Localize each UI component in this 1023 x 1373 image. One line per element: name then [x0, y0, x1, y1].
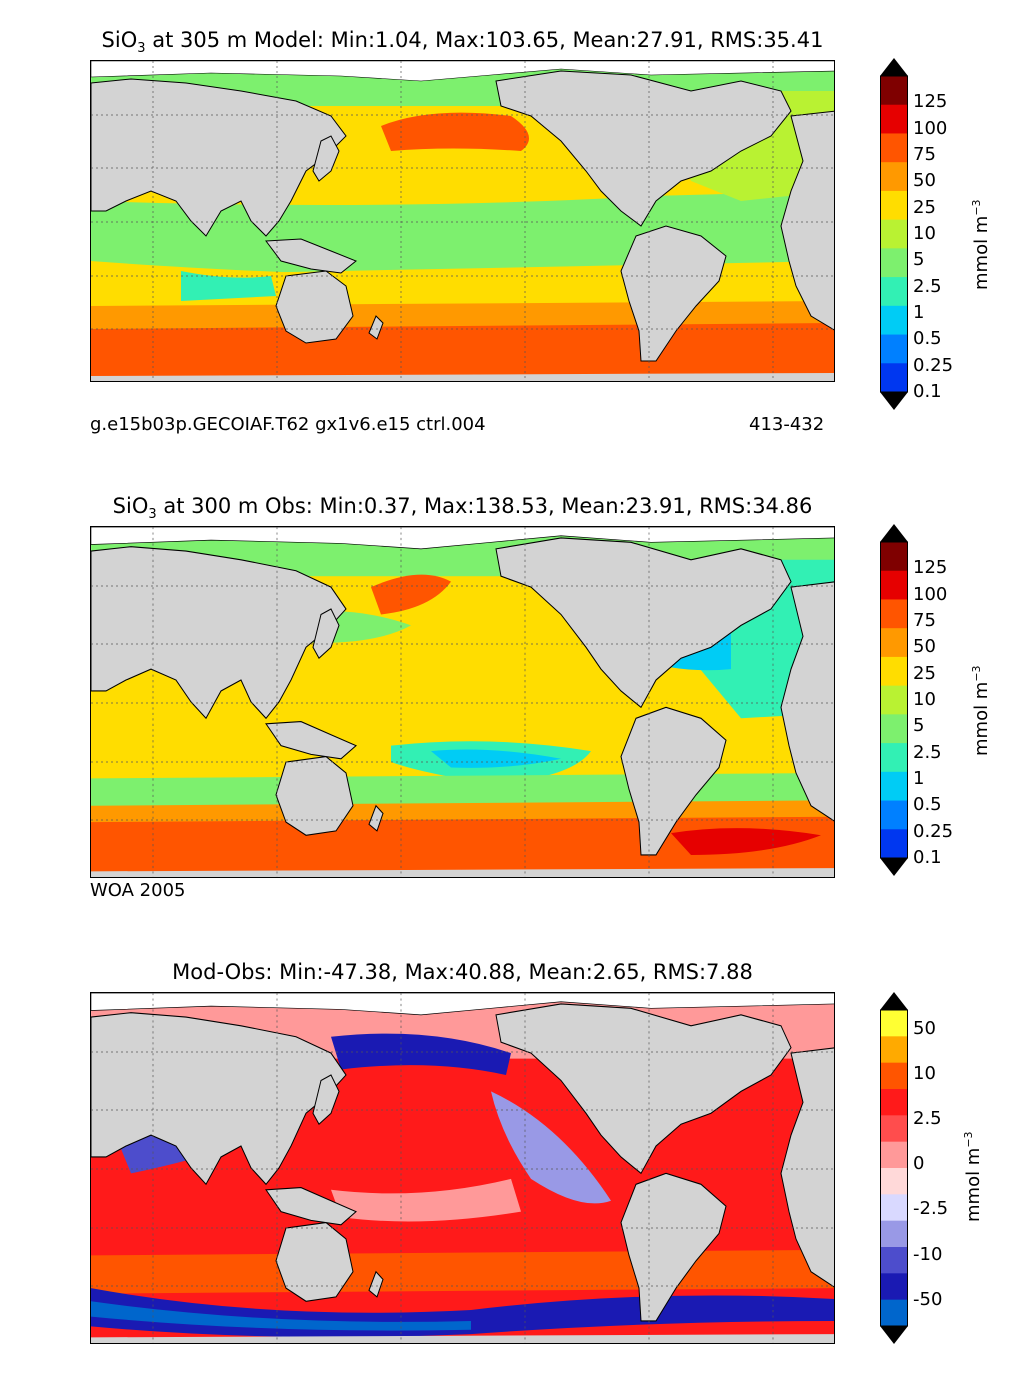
colorbar-tick-label: 10	[913, 1062, 936, 1084]
colorbar-tick-label: 25	[913, 662, 936, 684]
colorbar-tick-label: 0.5	[913, 328, 942, 350]
colorbar-frame	[880, 75, 908, 393]
map-svg	[91, 527, 835, 878]
panel-title: SiO3 at 300 m Obs: Min:0.37, Max:138.53,…	[112, 494, 813, 523]
colorbar-tick-label: 2.5	[913, 1108, 942, 1130]
colorbar-tick-label: 0.25	[913, 354, 954, 376]
colorbar-extend-max	[880, 992, 908, 1010]
colorbar-swatch	[880, 1194, 908, 1222]
unit-label: mmol m−3	[962, 1131, 984, 1222]
colorbar-swatch	[880, 133, 908, 163]
colorbar-tick-label: 50	[913, 170, 936, 192]
diff-map	[90, 992, 835, 1344]
model-panel: SiO3 at 305 m Model: Min:1.04, Max:103.6…	[0, 0, 1023, 460]
colorbar-extend-max	[880, 524, 908, 542]
colorbar-tick-label: 50	[913, 636, 936, 658]
colorbar-swatch	[880, 829, 908, 859]
colorbar-swatch	[880, 162, 908, 192]
colorbar-swatch	[880, 628, 908, 658]
unit-label: mmol m−3	[970, 199, 992, 290]
colorbar-swatch	[880, 334, 908, 364]
colorbar-swatch	[880, 305, 908, 336]
colorbar-swatch	[880, 190, 908, 221]
colorbar-swatch	[880, 1247, 908, 1274]
colorbar-tick-label: 0.25	[913, 820, 954, 842]
colorbar-swatch	[880, 570, 908, 600]
colorbar-tick-label: 75	[913, 610, 936, 631]
colorbar-swatch	[880, 219, 908, 249]
colorbar-tick-label: 1	[913, 302, 925, 323]
colorbar-swatch	[880, 1141, 908, 1169]
colorbar-swatch	[880, 656, 908, 687]
colorbar-swatch	[880, 1168, 908, 1195]
colorbar-swatch	[880, 1115, 908, 1143]
colorbar-tick-label: 2.5	[913, 741, 942, 763]
colorbar-swatch	[880, 1220, 908, 1248]
colorbar-swatch	[880, 104, 908, 134]
colorbar-tick-label: 0.1	[913, 847, 942, 868]
colorbar-swatch	[880, 714, 908, 744]
colorbar-tick-label: 2.5	[913, 275, 942, 297]
colorbar-tick-label: 0.5	[913, 794, 942, 816]
colorbar-tick-label: 125	[913, 557, 948, 579]
colorbar-tick-label: 0.1	[913, 381, 942, 402]
panel-title: SiO3 at 305 m Model: Min:1.04, Max:103.6…	[101, 28, 824, 57]
colorbar-swatch	[880, 800, 908, 830]
colorbar-swatch	[880, 1273, 908, 1301]
map-svg	[91, 993, 835, 1344]
colorbar-tick-label: 0	[913, 1153, 925, 1175]
obs-map	[90, 526, 835, 878]
colorbar-tick-label: -50	[913, 1288, 943, 1310]
colorbar-tick-label: 5	[913, 715, 925, 737]
diff-panel: Mod-Obs: Min:-47.38, Max:40.88, Mean:2.6…	[0, 932, 1023, 1373]
colorbar-swatch	[880, 685, 908, 715]
colorbar-swatch	[880, 1299, 908, 1327]
colorbar-swatch	[880, 771, 908, 802]
source-caption: WOA 2005	[90, 880, 186, 901]
colorbar-swatch	[880, 277, 908, 307]
colorbar-tick-label: -10	[913, 1243, 943, 1265]
colorbar-tick-label: 10	[913, 223, 936, 244]
colorbar-swatch	[880, 248, 908, 278]
colorbar-frame	[880, 1009, 908, 1327]
colorbar-swatch	[880, 542, 908, 572]
colorbar-swatch	[880, 743, 908, 773]
colorbar	[880, 524, 908, 876]
model-map	[90, 60, 835, 382]
run-caption: g.e15b03p.GECOIAF.T62 gx1v6.e15 ctrl.004	[90, 414, 486, 435]
unit-label: mmol m−3	[970, 665, 992, 756]
colorbar-swatch	[880, 363, 908, 393]
colorbar-tick-label: 50	[913, 1017, 936, 1039]
map-svg	[91, 61, 835, 382]
colorbar-swatch	[880, 1062, 908, 1090]
obs-panel: SiO3 at 300 m Obs: Min:0.37, Max:138.53,…	[0, 466, 1023, 926]
colorbar-swatch	[880, 1010, 908, 1037]
years-caption: 413-432	[749, 414, 825, 435]
colorbar	[880, 992, 908, 1344]
colorbar-extend-min	[880, 392, 908, 410]
colorbar-extend-max	[880, 58, 908, 76]
colorbar-tick-label: 25	[913, 196, 936, 218]
colorbar-swatch	[880, 1089, 908, 1116]
colorbar-tick-label: 5	[913, 249, 925, 271]
colorbar-tick-label: 75	[913, 144, 936, 165]
colorbar-swatch	[880, 599, 908, 629]
panel-title: Mod-Obs: Min:-47.38, Max:40.88, Mean:2.6…	[172, 960, 753, 984]
colorbar-tick-label: 100	[913, 583, 948, 605]
colorbar-tick-label: 125	[913, 91, 948, 113]
colorbar-tick-label: -2.5	[913, 1198, 949, 1220]
colorbar-extend-min	[880, 858, 908, 876]
colorbar-tick-label: 100	[913, 117, 948, 139]
colorbar-extend-min	[880, 1326, 908, 1344]
colorbar-tick-label: 10	[913, 689, 936, 710]
colorbar-swatch	[880, 76, 908, 106]
colorbar	[880, 58, 908, 410]
colorbar-swatch	[880, 1036, 908, 1064]
colorbar-frame	[880, 541, 908, 859]
colorbar-tick-label: 1	[913, 768, 925, 789]
